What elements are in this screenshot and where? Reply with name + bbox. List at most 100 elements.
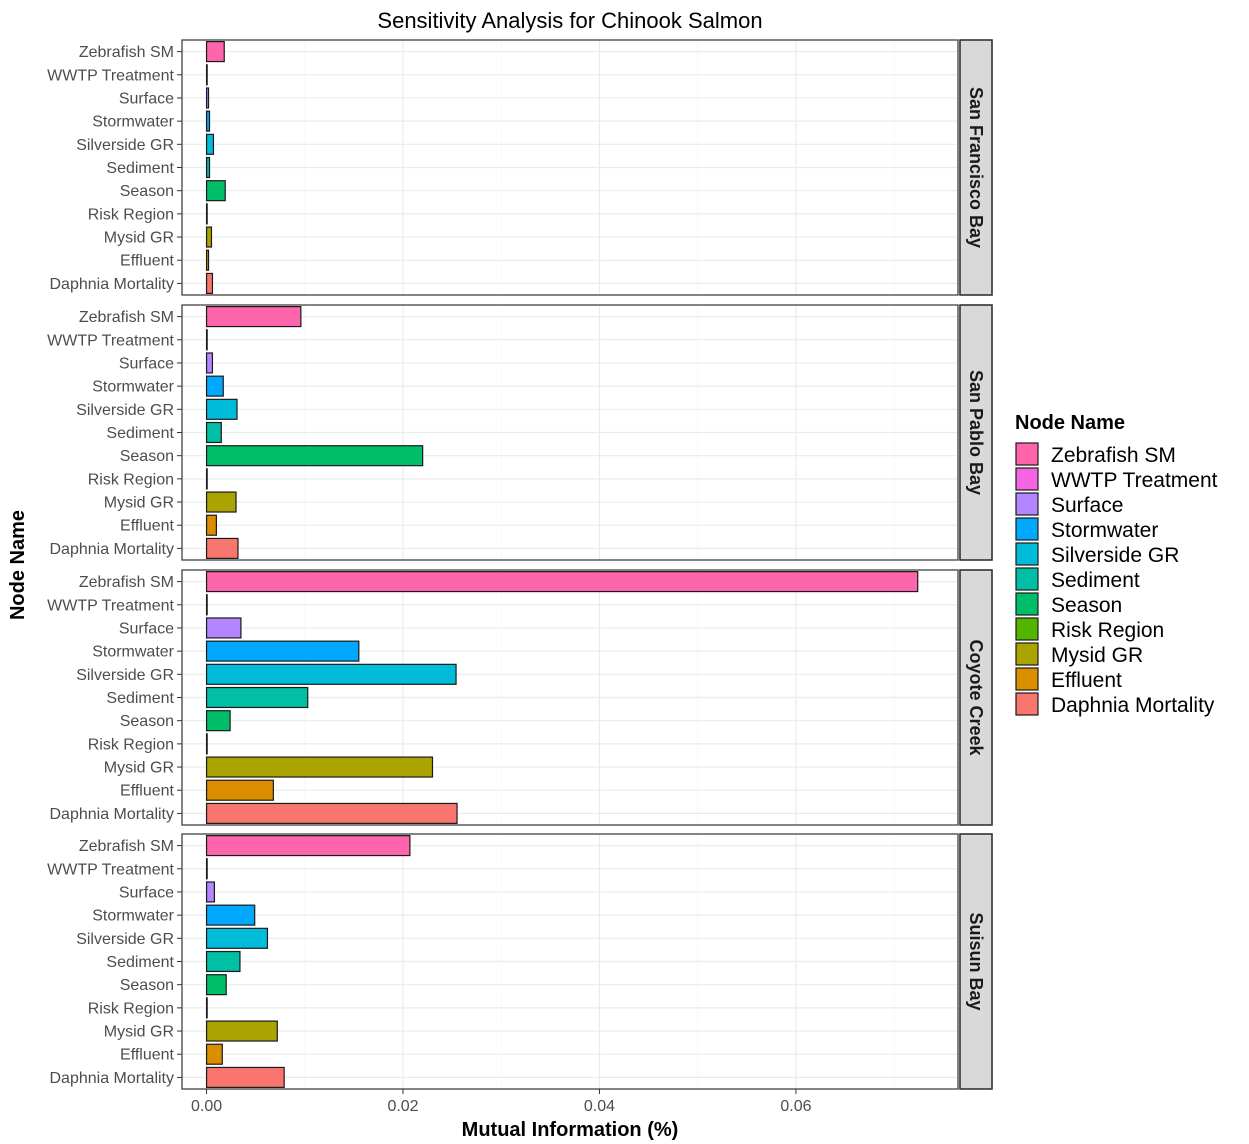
bar-coyote-creek-mysid-gr bbox=[205, 756, 434, 778]
y-tick-label: Risk Region bbox=[88, 1000, 174, 1017]
bar-suisun-bay-daphnia-mortality bbox=[205, 1066, 285, 1088]
bar-san-pablo-bay-risk-region bbox=[205, 468, 208, 490]
legend-key bbox=[1015, 467, 1039, 491]
strip-label: San Pablo Bay bbox=[966, 370, 986, 495]
panel-coyote-creek: Zebrafish SM WWTP Treatment Surface Stormwa… bbox=[47, 569, 993, 826]
y-tick-label: Stormwater bbox=[92, 379, 174, 396]
bar-san-francisco-bay-season bbox=[205, 180, 226, 202]
panel-suisun-bay: Zebrafish SM WWTP Treatment Surface Stormwa… bbox=[47, 833, 993, 1090]
x-axis: 0.00 0.02 0.04 0.06 bbox=[191, 1089, 812, 1115]
panel-border bbox=[181, 39, 959, 296]
y-tick-label: Silverside GR bbox=[76, 402, 174, 419]
bar-coyote-creek-wwtp-treatment bbox=[205, 594, 208, 616]
y-tick-label: Sediment bbox=[106, 954, 174, 971]
legend-key bbox=[1015, 592, 1039, 616]
legend-item-zebrafish-sm: Zebrafish SM bbox=[1015, 442, 1176, 467]
legend-item-wwtp-treatment: WWTP Treatment bbox=[1015, 467, 1218, 492]
y-tick-label: Mysid GR bbox=[104, 495, 174, 512]
bar-san-pablo-bay-effluent bbox=[205, 514, 217, 536]
legend-key bbox=[1015, 542, 1039, 566]
legend-key bbox=[1015, 517, 1039, 541]
bar-san-pablo-bay-daphnia-mortality bbox=[205, 537, 239, 559]
y-tick-label: WWTP Treatment bbox=[47, 597, 174, 614]
legend-key bbox=[1015, 617, 1039, 641]
bar-coyote-creek-stormwater bbox=[205, 640, 360, 662]
legend-label: Silverside GR bbox=[1051, 544, 1179, 567]
panel-border bbox=[181, 569, 959, 826]
legend-label: Season bbox=[1051, 594, 1122, 617]
legend-item-sediment: Sediment bbox=[1015, 567, 1140, 592]
y-tick-label: Sediment bbox=[106, 425, 174, 442]
x-tick-label: 0.00 bbox=[191, 1098, 222, 1115]
bar-san-pablo-bay-zebrafish-sm bbox=[205, 306, 302, 328]
y-tick-label: Sediment bbox=[106, 690, 174, 707]
legend-label: Sediment bbox=[1051, 569, 1140, 592]
bar-san-francisco-bay-mysid-gr bbox=[205, 226, 213, 248]
bar-suisun-bay-effluent bbox=[205, 1043, 223, 1065]
x-tick-label: 0.04 bbox=[584, 1098, 615, 1115]
y-tick-label: Surface bbox=[119, 355, 174, 372]
chart-title: Sensitivity Analysis for Chinook Salmon bbox=[377, 8, 762, 33]
bar-suisun-bay-season bbox=[205, 974, 227, 996]
strip-label: San Francisco Bay bbox=[966, 87, 986, 248]
bar-coyote-creek-season bbox=[205, 710, 231, 732]
legend-label: Daphnia Mortality bbox=[1051, 694, 1215, 717]
x-tick-label: 0.02 bbox=[387, 1098, 418, 1115]
y-tick-label: WWTP Treatment bbox=[47, 332, 174, 349]
legend-item-surface: Surface bbox=[1015, 492, 1123, 517]
legend-key bbox=[1015, 667, 1039, 691]
bar-suisun-bay-silverside-gr bbox=[205, 927, 269, 949]
legend-label: WWTP Treatment bbox=[1051, 469, 1218, 492]
y-tick-label: Zebrafish SM bbox=[79, 838, 174, 855]
bar-coyote-creek-zebrafish-sm bbox=[205, 571, 919, 593]
y-tick-label: Season bbox=[120, 183, 174, 200]
legend-item-mysid-gr: Mysid GR bbox=[1015, 642, 1143, 667]
y-tick-label: Season bbox=[120, 448, 174, 465]
bar-suisun-bay-mysid-gr bbox=[205, 1020, 278, 1042]
bar-san-pablo-bay-surface bbox=[205, 352, 214, 374]
y-tick-label: Season bbox=[120, 713, 174, 730]
y-tick-label: Stormwater bbox=[92, 114, 174, 131]
legend-item-risk-region: Risk Region bbox=[1015, 617, 1164, 642]
y-tick-label: WWTP Treatment bbox=[47, 861, 174, 878]
y-tick-label: Effluent bbox=[120, 1047, 175, 1064]
bar-coyote-creek-risk-region bbox=[205, 733, 208, 755]
bar-san-francisco-bay-wwtp-treatment bbox=[205, 64, 208, 86]
legend-item-stormwater: Stormwater bbox=[1015, 517, 1158, 542]
legend-key bbox=[1015, 492, 1039, 516]
y-tick-label: Mysid GR bbox=[104, 1024, 174, 1041]
y-tick-label: Daphnia Mortality bbox=[50, 276, 175, 293]
legend-key bbox=[1015, 567, 1039, 591]
y-tick-label: Zebrafish SM bbox=[79, 44, 174, 61]
bar-coyote-creek-silverside-gr bbox=[205, 663, 457, 685]
y-tick-label: Silverside GR bbox=[76, 667, 174, 684]
y-tick-label: Effluent bbox=[120, 253, 175, 270]
bar-coyote-creek-daphnia-mortality bbox=[205, 802, 458, 824]
legend-item-silverside-gr: Silverside GR bbox=[1015, 542, 1179, 567]
y-tick-label: Silverside GR bbox=[76, 931, 174, 948]
bar-suisun-bay-risk-region bbox=[205, 997, 208, 1019]
y-tick-label: Risk Region bbox=[88, 736, 174, 753]
y-tick-label: Risk Region bbox=[88, 471, 174, 488]
y-tick-label: Stormwater bbox=[92, 644, 174, 661]
legend-label: Risk Region bbox=[1051, 619, 1164, 642]
bar-san-francisco-bay-risk-region bbox=[205, 203, 208, 225]
bar-san-francisco-bay-silverside-gr bbox=[205, 133, 215, 155]
x-axis-title: Mutual Information (%) bbox=[462, 1119, 679, 1141]
bar-suisun-bay-surface bbox=[205, 881, 216, 903]
y-tick-label: Zebrafish SM bbox=[79, 309, 174, 326]
y-tick-label: Zebrafish SM bbox=[79, 574, 174, 591]
legend-label: Mysid GR bbox=[1051, 644, 1143, 667]
bar-san-francisco-bay-stormwater bbox=[205, 110, 211, 132]
y-tick-label: Risk Region bbox=[88, 206, 174, 223]
legend-label: Stormwater bbox=[1051, 519, 1158, 542]
y-tick-label: Effluent bbox=[120, 783, 175, 800]
bar-san-francisco-bay-surface bbox=[205, 87, 210, 109]
legend-item-season: Season bbox=[1015, 592, 1122, 617]
legend-key bbox=[1015, 442, 1039, 466]
y-tick-label: Surface bbox=[119, 620, 174, 637]
legend-key bbox=[1015, 642, 1039, 666]
